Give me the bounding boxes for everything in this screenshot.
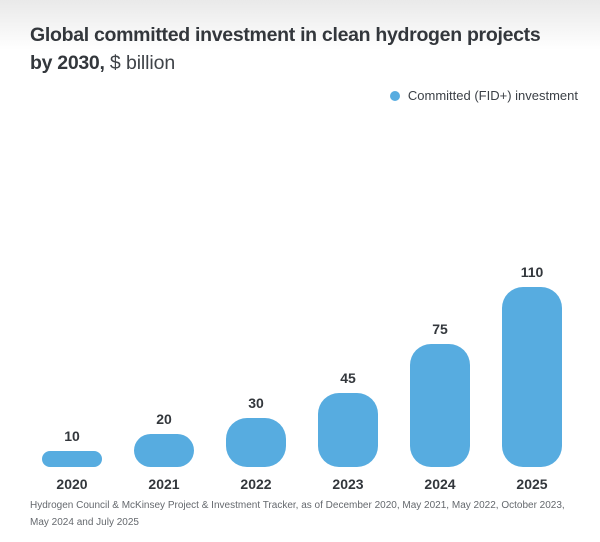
bar-2023[interactable] bbox=[318, 393, 378, 467]
bar-chart: 10 2020 20 2021 30 2022 45 2023 75 2024 110 2025 bbox=[26, 264, 578, 492]
bar-value-label-2022: 30 bbox=[248, 395, 264, 411]
bar-value-label-2025: 110 bbox=[520, 264, 544, 280]
bar-column-2020: 10 2020 bbox=[26, 264, 118, 492]
bar-value-label-2023: 45 bbox=[340, 370, 356, 386]
x-axis-label-2021: 2021 bbox=[148, 476, 180, 492]
x-axis-label-2025: 2025 bbox=[516, 476, 548, 492]
bar-column-2025: 110 2025 bbox=[486, 264, 578, 492]
bar-value-label-2020: 10 bbox=[64, 428, 80, 444]
x-axis-label-2024: 2024 bbox=[424, 476, 456, 492]
bar-2021[interactable] bbox=[134, 434, 194, 467]
legend-item[interactable]: Committed (FID+) investment bbox=[389, 88, 578, 103]
x-axis-label-2023: 2023 bbox=[332, 476, 364, 492]
x-axis-label-2022: 2022 bbox=[240, 476, 272, 492]
bar-value-label-2024: 75 bbox=[432, 321, 448, 337]
page-title-line2-bold: by 2030, bbox=[30, 52, 105, 74]
bar-2025[interactable] bbox=[502, 287, 562, 467]
bar-2024[interactable] bbox=[410, 344, 470, 467]
bar-column-2021: 20 2021 bbox=[118, 264, 210, 492]
page-title-line1: Global committed investment in clean hyd… bbox=[30, 24, 541, 46]
source-footnote: Hydrogen Council & McKinsey Project & In… bbox=[30, 500, 565, 528]
page-title-line2: by 2030, $ billion bbox=[30, 49, 590, 77]
chart-header: Global committed investment in clean hyd… bbox=[30, 21, 590, 77]
bar-value-label-2021: 20 bbox=[156, 411, 172, 427]
legend-dot-icon bbox=[389, 90, 400, 101]
bar-column-2023: 45 2023 bbox=[302, 264, 394, 492]
bar-column-2024: 75 2024 bbox=[394, 264, 486, 492]
bar-2020[interactable] bbox=[42, 451, 102, 467]
bar-column-2022: 30 2022 bbox=[210, 264, 302, 492]
bar-2022[interactable] bbox=[226, 418, 286, 467]
page-title-unit: $ billion bbox=[104, 52, 176, 74]
x-axis-label-2020: 2020 bbox=[56, 476, 88, 492]
legend-label: Committed (FID+) investment bbox=[407, 88, 578, 103]
